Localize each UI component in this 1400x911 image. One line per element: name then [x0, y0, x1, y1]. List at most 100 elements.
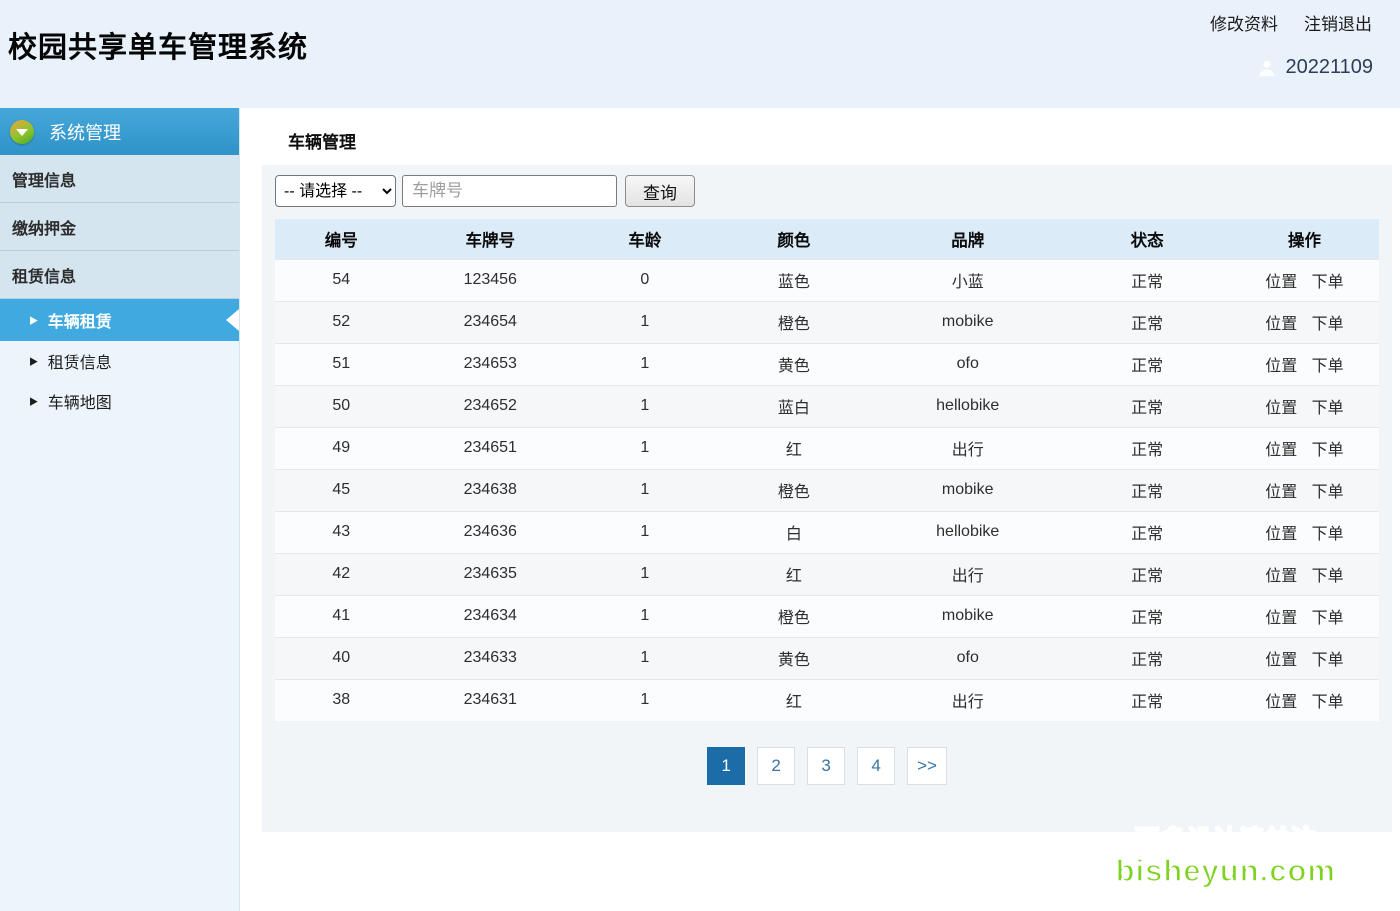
- table-row: 43 234636 1 白 hellobike 正常 位置 下单: [275, 510, 1379, 553]
- order-link[interactable]: 下单: [1311, 316, 1344, 333]
- active-notch: [226, 309, 239, 331]
- table-row: 42 234635 1 红 出行 正常 位置 下单: [275, 552, 1379, 595]
- table-row: 41 234634 1 橙色 mobike 正常 位置 下单: [275, 594, 1379, 637]
- location-link[interactable]: 位置: [1265, 568, 1298, 585]
- cell-id: 52: [275, 300, 408, 343]
- triangle-right-icon: ▶: [30, 313, 38, 327]
- cell-status: 正常: [1064, 426, 1230, 469]
- user-row: 20221109: [1257, 56, 1373, 79]
- cell-id: 51: [275, 342, 408, 385]
- sidebar-subitems: ▶ 车辆租赁 ▶ 租赁信息 ▶ 车辆地图: [0, 299, 239, 421]
- sidebar-subitem[interactable]: ▶ 车辆租赁: [0, 299, 239, 341]
- sidebar-subitem[interactable]: ▶ 车辆地图: [0, 381, 239, 421]
- cell-plate: 234635: [407, 552, 574, 595]
- cell-brand: 出行: [871, 552, 1065, 595]
- pagination-button[interactable]: 1: [707, 747, 746, 785]
- order-link[interactable]: 下单: [1311, 568, 1344, 585]
- order-link[interactable]: 下单: [1311, 526, 1344, 543]
- cell-brand: mobike: [871, 300, 1065, 343]
- sidebar-item[interactable]: 租赁信息: [0, 251, 239, 299]
- location-link[interactable]: 位置: [1265, 316, 1298, 333]
- topbar-link[interactable]: 修改资料: [1210, 15, 1278, 34]
- cell-actions: 位置 下单: [1229, 552, 1379, 595]
- cell-actions: 位置 下单: [1229, 426, 1379, 469]
- cell-age: 1: [573, 636, 717, 679]
- watermark-line1: 更多设计请关注: [1134, 826, 1317, 856]
- collapse-toggle-icon: [10, 119, 34, 144]
- cell-status: 正常: [1064, 384, 1230, 427]
- cell-age: 1: [573, 468, 717, 511]
- watermark: 更多设计请关注 bisheyun.com: [1115, 826, 1336, 889]
- pagination-button[interactable]: >>: [907, 747, 947, 785]
- search-row: -- 请选择 -- 查询: [275, 175, 1379, 207]
- page-title: 车辆管理: [288, 133, 356, 152]
- cell-id: 43: [275, 510, 408, 553]
- sidebar-subitem[interactable]: ▶ 租赁信息: [0, 341, 239, 381]
- query-button[interactable]: 查询: [625, 175, 695, 207]
- cell-id: 49: [275, 426, 408, 469]
- sidebar-item[interactable]: 缴纳押金: [0, 203, 239, 251]
- cell-age: 1: [573, 426, 717, 469]
- topbar: 校园共享单车管理系统 修改资料 注销退出 20221109: [0, 0, 1400, 108]
- triangle-right-icon: ▶: [30, 354, 38, 368]
- cell-age: 1: [573, 510, 717, 553]
- location-link[interactable]: 位置: [1265, 652, 1298, 669]
- order-link[interactable]: 下单: [1311, 694, 1344, 712]
- order-link[interactable]: 下单: [1311, 358, 1344, 375]
- cell-age: 1: [573, 594, 717, 637]
- sidebar-item-label: 租赁信息: [12, 268, 77, 286]
- pagination-button[interactable]: 4: [857, 747, 896, 785]
- order-link[interactable]: 下单: [1311, 442, 1344, 459]
- location-link[interactable]: 位置: [1265, 442, 1298, 459]
- order-link[interactable]: 下单: [1311, 484, 1344, 501]
- location-link[interactable]: 位置: [1265, 484, 1298, 501]
- order-link[interactable]: 下单: [1311, 610, 1344, 627]
- table-row: 38 234631 1 红 出行 正常 位置 下单: [275, 678, 1379, 721]
- order-link[interactable]: 下单: [1311, 274, 1344, 291]
- order-link[interactable]: 下单: [1311, 652, 1344, 669]
- cell-brand: 出行: [871, 678, 1065, 721]
- pagination-button[interactable]: 2: [757, 747, 796, 785]
- cell-status: 正常: [1064, 468, 1230, 511]
- cell-plate: 234634: [407, 594, 574, 637]
- cell-color: 橙色: [716, 468, 872, 511]
- location-link[interactable]: 位置: [1265, 358, 1298, 375]
- cell-actions: 位置 下单: [1229, 636, 1379, 679]
- cell-actions: 位置 下单: [1229, 510, 1379, 553]
- topbar-link[interactable]: 注销退出: [1304, 15, 1372, 34]
- column-header: 品牌: [871, 219, 1065, 259]
- sidebar-subitem-label: 车辆租赁: [47, 314, 112, 331]
- cell-plate: 234654: [407, 300, 574, 343]
- location-link[interactable]: 位置: [1265, 274, 1298, 291]
- cell-status: 正常: [1064, 678, 1230, 721]
- cell-id: 42: [275, 552, 408, 595]
- location-link[interactable]: 位置: [1265, 526, 1298, 543]
- order-link[interactable]: 下单: [1311, 400, 1344, 417]
- cell-brand: hellobike: [871, 510, 1065, 553]
- location-link[interactable]: 位置: [1265, 694, 1298, 712]
- filter-select[interactable]: -- 请选择 --: [275, 175, 396, 207]
- pagination-button[interactable]: 3: [807, 747, 846, 785]
- table-header-row: 编号 车牌号 车龄 颜色 品牌 状态 操作: [275, 219, 1379, 259]
- cell-status: 正常: [1064, 636, 1230, 679]
- sidebar-item[interactable]: 管理信息: [0, 155, 239, 203]
- table-row: 45 234638 1 橙色 mobike 正常 位置 下单: [275, 468, 1379, 511]
- sidebar-header-system[interactable]: 系统管理: [0, 108, 239, 155]
- cell-id: 40: [275, 636, 408, 679]
- cell-id: 41: [275, 594, 408, 637]
- user-icon: [1257, 58, 1277, 78]
- cell-actions: 位置 下单: [1229, 258, 1379, 301]
- plate-number-input[interactable]: [402, 175, 617, 207]
- column-header: 状态: [1064, 219, 1230, 259]
- location-link[interactable]: 位置: [1265, 610, 1298, 627]
- location-link[interactable]: 位置: [1265, 400, 1298, 417]
- cell-plate: 123456: [407, 258, 574, 301]
- cell-age: 1: [573, 300, 717, 343]
- cell-status: 正常: [1064, 342, 1230, 385]
- cell-color: 白: [716, 510, 872, 553]
- app-title: 校园共享单车管理系统: [8, 32, 309, 64]
- cell-id: 38: [275, 678, 408, 721]
- cell-plate: 234636: [407, 510, 574, 553]
- cell-age: 0: [573, 258, 717, 301]
